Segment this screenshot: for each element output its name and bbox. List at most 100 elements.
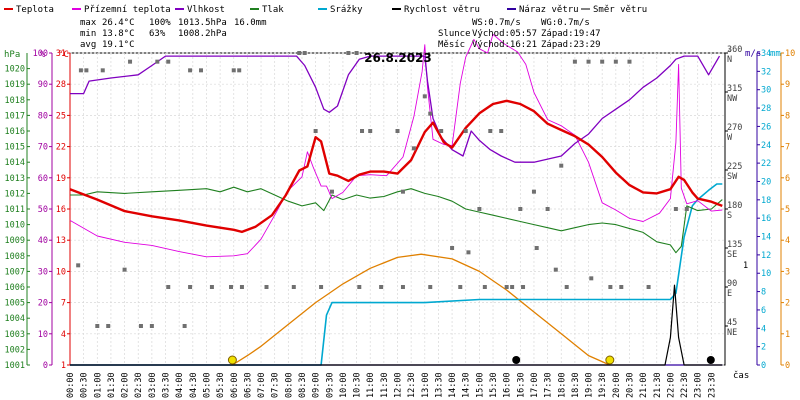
time-tick-label: 20:00 [612,372,622,398]
temp-tick-label: 10 [56,267,66,277]
time-tick-label: 05:00 [202,372,212,398]
dir-tick-deg: 90 [727,279,737,289]
time-tick-label: 16:00 [503,372,513,398]
wind-direction-point [319,285,324,289]
hpa-tick-label: 1020 [5,65,25,75]
legend-item: Náraz větru [519,5,579,15]
wind-direction-point [199,68,203,73]
sunrise-marker [227,355,237,365]
ms-tick-label: 6 [761,306,766,316]
wind-direction-point [504,285,509,289]
legend-item: Směr větru [593,5,647,15]
wind-direction-point [400,189,405,194]
wind-direction-point [422,94,427,99]
ms-tick-label: 22 [761,159,771,169]
time-tick-label: 17:30 [544,372,554,398]
wind-direction-point [510,285,515,289]
mm-tick-label: 1 [785,330,790,340]
time-tick-label: 15:00 [475,372,485,398]
hpa-tick-label: 1005 [5,299,25,309]
hpa-tick-label: 1018 [5,96,25,106]
ms-tick-label: 12 [761,251,771,261]
hum-tick-label: 30 [38,267,48,277]
dir-tick-name: S [727,211,732,221]
time-tick-label: 13:30 [434,372,444,398]
moonset-marker [706,356,715,364]
time-tick-label: 16:30 [516,372,526,398]
wind-direction-point [122,267,127,272]
wind-direction-point [450,246,455,250]
wind-direction-point [428,111,433,116]
series-layer [69,33,723,366]
wind-direction-point [531,189,536,194]
dir-unit: ° [727,49,732,59]
sun-set: Západ:19:47 [541,29,601,39]
stat-min-press: 1008.2hPa [178,29,227,39]
time-tick-label: 09:00 [312,372,322,398]
hpa-tick-label: 1007 [5,267,25,277]
wind-direction-point [627,59,632,64]
time-tick-label: 17:00 [530,372,540,398]
time-tick-label: 00:30 [80,372,90,398]
wind-direction-point [673,207,678,211]
wind-direction-point [545,207,550,211]
legend-item: Teplota [16,5,54,15]
stat-max-hum: 100% [149,18,171,28]
temp-tick-label: 13 [56,236,66,246]
teplota-line [69,99,723,234]
temp-tick-label: 1 [61,361,66,371]
ms-tick-label: 28 [761,104,771,114]
wind-direction-point [302,51,307,55]
time-tick-label: 03:00 [148,372,158,398]
time-tick-label: 14:00 [448,372,458,398]
rychlost-vetru-line [70,284,723,366]
wind-direction-point [564,285,569,289]
temp-tick-label: 7 [61,299,66,309]
hum-tick-label: 40 [38,236,48,246]
time-tick-label: 10:30 [353,372,363,398]
hpa-tick-label: 1012 [5,189,25,199]
stat-min-label: min [80,29,96,39]
hpa-tick-label: 1009 [5,236,25,246]
moonrise-marker [512,356,521,364]
stat-min-temp: 13.8°C [102,29,135,39]
wind-direction-point [155,59,160,64]
wind-direction-point [357,285,362,289]
wind-direction-point [188,285,193,289]
legend-item: Rychlost větru [404,5,480,15]
wind-direction-point [395,129,400,133]
dir-tick-name: SE [727,250,737,260]
wind-direction-point [291,285,296,289]
dir-tick-deg: 180 [727,201,742,211]
mm-tick-label: 3 [785,267,790,277]
wind-direction-point [428,285,433,289]
time-tick-label: 11:30 [380,372,390,398]
wind-direction-point [589,276,594,281]
ms-tick-label: 16 [761,214,771,224]
wind-direction-point [354,51,359,55]
wind-direction-point [330,189,334,194]
wind-direction-point [229,285,234,289]
wind-direction-point [572,59,577,64]
hpa-tick-label: 1006 [5,283,25,293]
wind-direction-point [128,59,133,64]
dir-tick-deg: 45 [727,318,737,328]
dir-tick-deg: 135 [727,240,742,250]
moon-label: Měsíc [438,40,465,50]
axes: 1020101910181017101610151014101310121011… [4,45,795,398]
wind-direction-point [313,129,318,133]
dir-tick-deg: 360 [727,45,742,55]
hum-unit: % [40,50,46,60]
wind-direction-point [166,59,171,64]
time-tick-label: 01:30 [107,372,117,398]
dir-tick-name: N [727,55,732,65]
wind-direction-point [559,163,564,168]
wind-direction-point [534,246,539,250]
time-tick-label: 02:30 [134,372,144,398]
time-tick-label: 19:00 [585,372,595,398]
mm-tick-label: 9 [785,80,790,90]
hpa-tick-label: 1013 [5,174,25,184]
mm-tick-label: 8 [785,111,790,121]
stat-min-hum: 63% [149,29,166,39]
moon-rise: Východ:16:21 [472,40,537,50]
